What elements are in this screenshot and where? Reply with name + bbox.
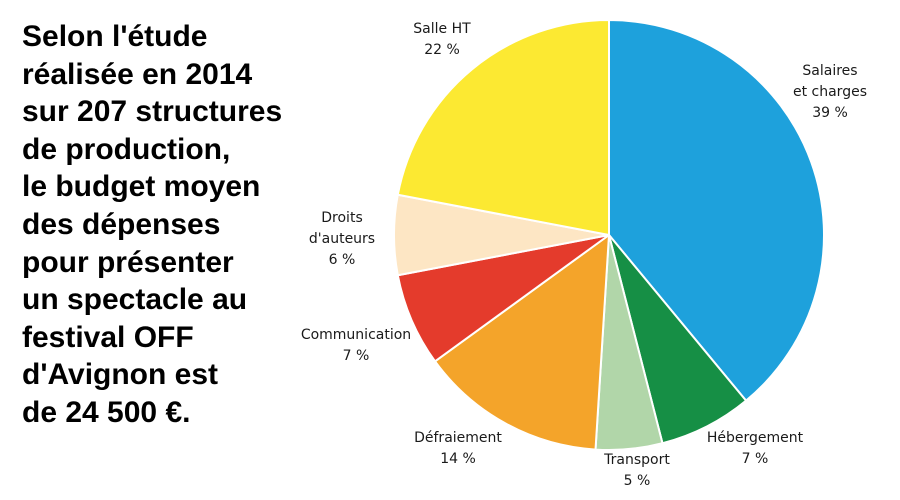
slice-value-label: 14 % xyxy=(440,451,476,467)
slice-label: Salle HT 22 % xyxy=(413,21,471,58)
slice-name-label: Droits xyxy=(321,210,362,226)
slice-name-label: Salaires xyxy=(802,63,857,79)
slice-value-label: 22 % xyxy=(424,42,460,58)
intro-line: Selon l'étude xyxy=(22,20,208,53)
pie-labels: Salaires et charges 39 % Hébergement 7 % Tran… xyxy=(301,21,867,489)
slice-name-label: Hébergement xyxy=(707,430,804,446)
pie-slice xyxy=(608,19,825,402)
slice-label: Transport 5 % xyxy=(603,452,670,489)
intro-text: Selon l'étude réalisée en 2014 sur 207 s… xyxy=(22,18,322,432)
intro-line: réalisée en 2014 xyxy=(22,57,253,91)
intro-line: un spectacle au xyxy=(22,283,248,317)
intro-line: sur 207 structures xyxy=(22,95,283,129)
intro-line: de 24 500 €. xyxy=(22,395,191,429)
pie-slice xyxy=(434,234,610,451)
slice-name-label: d'auteurs xyxy=(309,231,375,247)
intro-line: des dépenses xyxy=(22,207,221,241)
slice-name-label: et charges xyxy=(793,84,867,100)
slice-label: Communication 7 % xyxy=(301,327,411,364)
intro-line: pour présenter xyxy=(22,245,234,279)
slice-label: Salaires et charges 39 % xyxy=(793,63,867,121)
intro-line: le budget moyen xyxy=(22,170,261,204)
intro-line: d'Avignon est xyxy=(22,358,219,392)
slice-name-label: Communication xyxy=(301,327,411,343)
slice-name-label: Salle HT xyxy=(413,21,471,37)
pie-slices xyxy=(393,19,825,451)
slice-value-label: 39 % xyxy=(812,105,848,121)
slice-value-label: 7 % xyxy=(742,451,769,467)
intro-line: festival OFF xyxy=(22,320,194,354)
pie-slice xyxy=(396,19,610,236)
slice-value-label: 6 % xyxy=(329,252,356,268)
slice-label: Défraiement 14 % xyxy=(414,430,502,467)
slice-label: Droits d'auteurs 6 % xyxy=(309,210,375,268)
slice-value-label: 5 % xyxy=(624,473,651,489)
slice-name-label: Transport xyxy=(603,452,670,468)
slice-value-label: 7 % xyxy=(343,348,370,364)
intro-line: de production, xyxy=(22,132,231,166)
slice-name-label: Défraiement xyxy=(414,430,502,446)
slice-label: Hébergement 7 % xyxy=(707,430,804,467)
